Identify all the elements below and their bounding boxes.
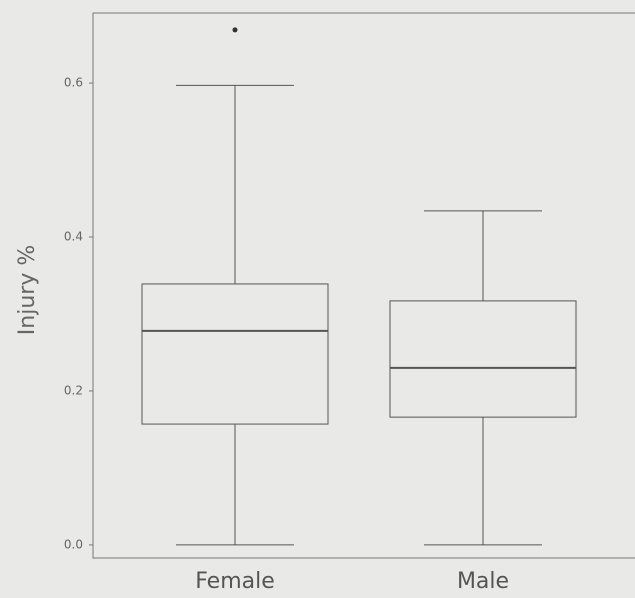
outlier [232, 27, 238, 33]
y-tick-label: 0.4 [64, 230, 83, 244]
y-tick-label: 0.0 [64, 537, 83, 551]
y-axis-label: Injury % [15, 245, 40, 335]
plot-frame [92, 12, 635, 559]
x-tick-label: Female [195, 569, 275, 594]
x-tick-label: Male [457, 569, 509, 594]
y-tick-label: 0.6 [64, 76, 83, 90]
box [389, 300, 577, 418]
box [141, 283, 329, 425]
y-tick-label: 0.2 [64, 383, 83, 397]
